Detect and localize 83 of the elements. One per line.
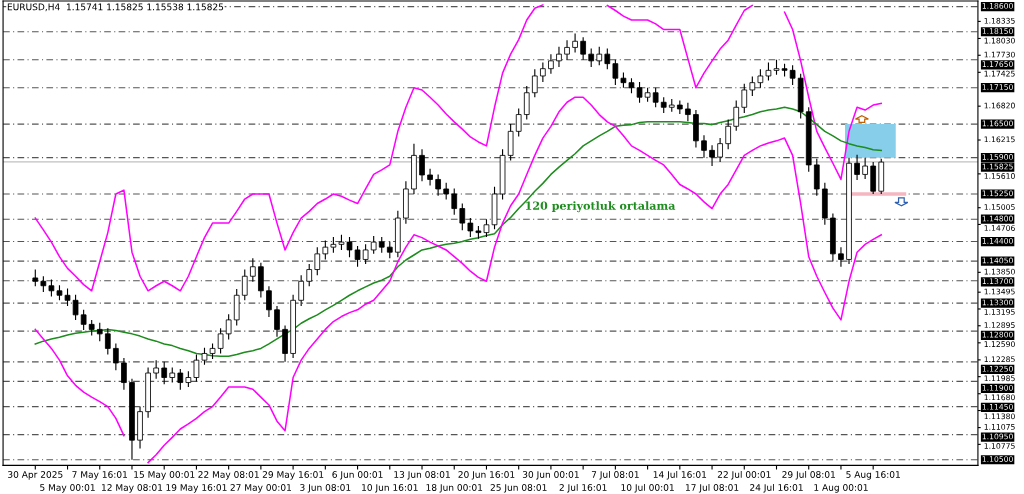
candlestick [298, 274, 304, 307]
x-tick-label: 29 May 16:01 [262, 471, 324, 480]
x-tick-label: 22 May 08:01 [198, 471, 259, 480]
x-tick-label: 7 May 16:01 [72, 471, 127, 480]
candlestick [362, 243, 369, 265]
candlestick [652, 87, 659, 108]
candlestick [564, 39, 570, 61]
candlestick [709, 144, 715, 167]
candlestick [725, 119, 731, 150]
x-tick-label: 14 Jul 16:01 [653, 470, 707, 480]
candlestick [685, 102, 691, 122]
x-tick-label: 30 Jun 00:01 [522, 471, 579, 480]
x-tick-label: 29 Jul 08:01 [782, 470, 835, 480]
x-tick-label: 17 Jul 08:01 [685, 483, 739, 493]
candlestick [322, 239, 329, 261]
candlestick [862, 157, 868, 180]
x-tick-label: 3 Jun 08:01 [300, 484, 351, 493]
candlestick [274, 305, 280, 338]
candlestick [153, 359, 159, 380]
candlestick [225, 313, 232, 341]
x-tick-label: 12 May 08:01 [102, 484, 163, 493]
candlestick [419, 148, 425, 182]
x-tick-label: 30 Apr 2025 [8, 471, 63, 480]
candlestick [741, 83, 748, 114]
candlestick [427, 168, 433, 187]
x-tick-label: 5 Aug 16:01 [846, 471, 900, 480]
candlestick [72, 294, 79, 321]
x-tick-label: 10 Jul 00:01 [621, 483, 674, 493]
candlestick [838, 246, 844, 268]
x-tick-label: 6 Jun 00:01 [332, 471, 383, 480]
candlestick [104, 327, 111, 356]
candlestick [306, 263, 313, 287]
candlestick [749, 75, 756, 97]
candlestick [757, 68, 764, 89]
candlestick [80, 309, 87, 331]
candlestick [548, 53, 554, 75]
candlestick [241, 268, 248, 301]
x-tick-label: 18 Jun 00:01 [426, 484, 483, 493]
candlestick [266, 285, 272, 318]
candlestick [854, 154, 860, 181]
candlestick [789, 64, 796, 86]
candlestick [612, 59, 619, 86]
candlestick [193, 354, 200, 382]
x-tick-label: 13 Jun 08:01 [394, 471, 450, 480]
candlestick [717, 137, 723, 163]
candlestick [580, 36, 586, 61]
x-tick-label: 2 Jul 16:01 [559, 483, 607, 493]
candlestick [161, 361, 168, 385]
x-tick-label: 24 Jul 16:01 [750, 483, 803, 493]
chart-title: EURUSD,H4 1.15741 1.15825 1.15538 1.15825 [7, 3, 224, 12]
candlestick [515, 107, 522, 137]
candlestick [314, 246, 321, 276]
candlestick [451, 187, 458, 216]
candlestick [249, 257, 256, 283]
candlestick [113, 342, 119, 371]
candlestick [467, 217, 474, 238]
x-tick-label: 10 Jun 16:01 [362, 484, 418, 493]
candlestick [596, 46, 603, 66]
x-tick-label: 15 May 00:01 [134, 471, 195, 480]
x-tick-label: 7 Jul 08:01 [591, 470, 639, 480]
candlestick [435, 173, 441, 197]
x-tick-label: 22 Jul 00:01 [717, 470, 771, 480]
candlestick [459, 202, 466, 231]
x-tick-label: 5 May 00:01 [40, 484, 95, 493]
x-tick-label: 25 Jun 08:01 [490, 484, 547, 493]
x-tick-label: 19 May 16:01 [166, 484, 227, 493]
candlestick [588, 47, 595, 68]
candlestick [121, 357, 127, 391]
x-tick-label: 20 Jun 16:01 [458, 471, 515, 480]
annotation: 120 periyotluk ortalama [525, 201, 676, 213]
candlestick [540, 61, 546, 83]
x-tick-label: 1 Aug 00:01 [814, 484, 868, 493]
x-tick-label: 27 May 00:01 [230, 484, 291, 493]
candlestick [556, 46, 562, 68]
candlestick [572, 32, 578, 54]
candlestick [96, 322, 103, 342]
candlestick [523, 85, 530, 121]
candlestick [531, 68, 538, 98]
candlestick [701, 134, 707, 159]
candlestick [217, 327, 224, 355]
candlestick [733, 100, 740, 132]
candlestick [177, 368, 184, 391]
candlestick [604, 47, 611, 70]
